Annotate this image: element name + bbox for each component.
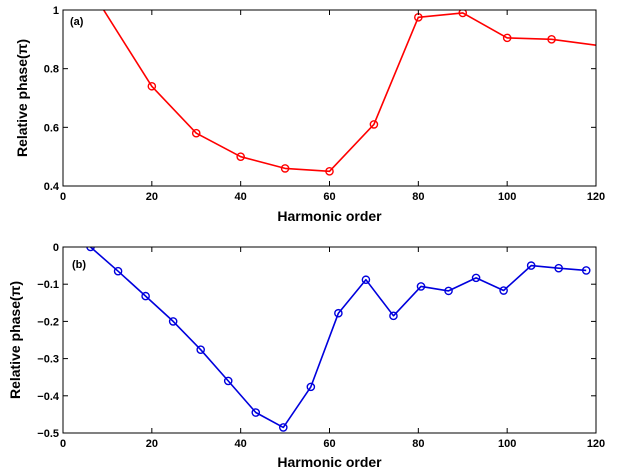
- data-point-marker: [369, 120, 379, 129]
- x-tick-label: 0: [60, 191, 66, 203]
- data-point-marker: [306, 382, 316, 392]
- data-point-marker: [389, 311, 398, 321]
- data-point-marker: [334, 308, 343, 318]
- panel-b-y-axis-label: Relative phase(π): [7, 281, 23, 399]
- y-tick-label: 1: [53, 5, 59, 17]
- data-point-marker: [471, 273, 481, 283]
- data-point-marker: [280, 164, 290, 173]
- panel-b-y-ticks: −0.5 −0.4 −0.3 −0.2 −0.1 0: [37, 242, 596, 440]
- panel-a-y-axis-label: Relative phase(π): [14, 39, 30, 157]
- x-tick-label: 120: [587, 438, 605, 450]
- x-tick-label: 0: [60, 438, 66, 450]
- y-tick-label: 0: [53, 242, 59, 254]
- data-point-marker: [113, 266, 123, 276]
- panel-b-x-axis-label: Harmonic order: [277, 454, 382, 470]
- y-tick-label: −0.3: [37, 354, 59, 366]
- data-point-marker: [168, 317, 178, 326]
- data-point-marker: [526, 261, 536, 270]
- data-point-marker: [141, 291, 150, 301]
- data-point-marker: [251, 408, 261, 417]
- data-point-marker: [86, 247, 95, 252]
- y-tick-label: 0.6: [44, 122, 59, 134]
- data-point-marker: [325, 167, 334, 176]
- y-tick-label: −0.5: [37, 428, 59, 440]
- panel-a-x-ticks: 0 20 40 60 80 100 120: [60, 10, 605, 203]
- panel-b-series: [86, 247, 591, 432]
- panel-a-series: [102, 10, 596, 176]
- data-point-marker: [191, 128, 201, 138]
- y-tick-label: −0.4: [37, 391, 60, 403]
- data-point-marker: [502, 33, 512, 43]
- panel-b: 0 20 40 60 80 100 120 −0.5 −0.4 −0.3 −0.2 −0.1 0 (b…: [7, 242, 605, 470]
- y-tick-label: −0.2: [37, 316, 59, 328]
- data-point-marker: [444, 286, 453, 296]
- panel-b-frame: [62, 246, 597, 434]
- x-tick-label: 40: [235, 438, 247, 450]
- series-line: [89, 247, 587, 429]
- x-tick-label: 40: [235, 191, 247, 203]
- panel-a-x-axis-label: Harmonic order: [277, 208, 382, 224]
- data-point-marker: [416, 282, 426, 291]
- panel-a-y-ticks: 0.4 0.6 0.8 1: [44, 5, 596, 193]
- x-tick-label: 100: [498, 438, 516, 450]
- data-point-marker: [361, 275, 371, 285]
- x-tick-label: 80: [412, 191, 424, 203]
- data-point-marker: [196, 345, 205, 354]
- panel-a-label: (a): [70, 16, 84, 28]
- panel-b-label: (b): [72, 259, 86, 271]
- data-point-marker: [147, 81, 157, 91]
- x-tick-label: 100: [498, 191, 516, 203]
- series-line: [102, 10, 596, 173]
- data-point-marker: [499, 286, 508, 295]
- x-tick-label: 20: [146, 438, 158, 450]
- y-tick-label: −0.1: [37, 279, 59, 291]
- data-point-marker: [581, 266, 591, 275]
- x-tick-label: 20: [146, 191, 158, 203]
- y-tick-label: 0.8: [44, 64, 59, 76]
- panel-b-x-ticks: 0 20 40 60 80 100 120: [60, 247, 605, 450]
- data-point-marker: [554, 263, 563, 273]
- data-point-marker: [236, 152, 245, 161]
- x-tick-label: 120: [587, 191, 605, 203]
- data-point-marker: [547, 35, 556, 44]
- x-tick-label: 60: [323, 191, 335, 203]
- data-point-marker: [279, 423, 288, 432]
- x-tick-label: 80: [412, 438, 424, 450]
- y-tick-label: 0.4: [44, 181, 60, 193]
- panel-a: 0 20 40 60 80 100 120 0.4 0.6 0.8 1 (a) Harmonic …: [14, 5, 605, 224]
- data-point-marker: [223, 376, 233, 386]
- x-tick-label: 60: [323, 438, 335, 450]
- panel-a-frame: [62, 9, 597, 187]
- data-point-marker: [458, 10, 468, 18]
